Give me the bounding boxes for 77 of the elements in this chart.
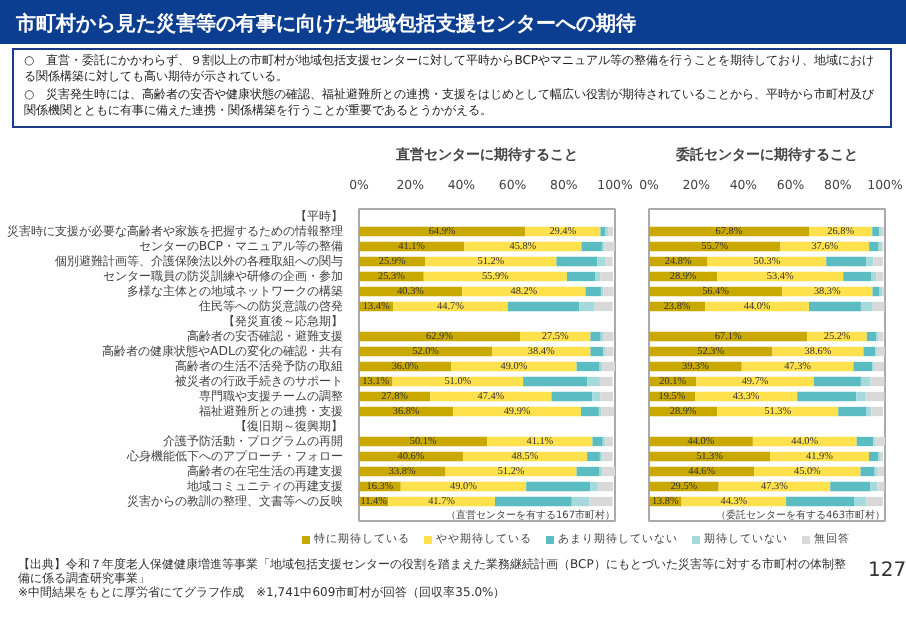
bar: [585, 286, 601, 297]
bar: [507, 301, 580, 312]
bar: [853, 361, 873, 372]
bar: [597, 481, 614, 492]
bar: [860, 466, 875, 477]
bar: [590, 346, 604, 357]
bar: [590, 481, 598, 492]
bar: [605, 256, 613, 267]
bar: [566, 271, 596, 282]
bar: [830, 481, 871, 492]
bar: [523, 376, 588, 387]
bar: [526, 481, 591, 492]
bar: [580, 406, 599, 417]
bar: [576, 466, 600, 477]
bar: [786, 496, 855, 507]
bar: [875, 436, 885, 447]
bar: [870, 481, 878, 492]
text: 127: [868, 558, 906, 586]
bar: [877, 346, 885, 357]
bar: [843, 271, 872, 282]
bar: [856, 436, 874, 447]
bar: [604, 241, 615, 252]
bar: [869, 241, 879, 252]
bar: [872, 301, 885, 312]
bar: [872, 226, 880, 237]
bar: [571, 496, 590, 507]
bar: [556, 256, 598, 267]
bar: [863, 346, 876, 357]
bar: [602, 451, 613, 462]
bar: [594, 301, 613, 312]
bar: [877, 481, 885, 492]
bar: [854, 496, 867, 507]
bar: [871, 406, 884, 417]
bar: [797, 391, 857, 402]
bar: [603, 286, 614, 297]
bar: [876, 271, 884, 282]
bar: [602, 466, 615, 477]
bar: [592, 436, 603, 447]
bar: [494, 496, 572, 507]
bar: [865, 391, 885, 402]
bar: [873, 256, 883, 267]
bar: [874, 361, 885, 372]
bar: [860, 376, 871, 387]
bar: [868, 451, 879, 462]
bar: [599, 376, 613, 387]
bar: [587, 376, 600, 387]
bar: [605, 436, 613, 447]
bar: [576, 361, 600, 372]
bar: [813, 376, 861, 387]
bar: [872, 286, 880, 297]
bar: [603, 331, 614, 342]
bar: [551, 391, 593, 402]
bar: [597, 256, 606, 267]
chart-title: 市町村から見た災害等の有事に向けた地域包括支援センターへの期待: [16, 12, 636, 40]
bar: [870, 376, 885, 387]
bar: [866, 331, 877, 342]
bar: [587, 451, 600, 462]
bar: [809, 301, 861, 312]
bar: [600, 271, 613, 282]
bar: [601, 406, 615, 417]
bar: [600, 226, 606, 237]
bar: [592, 391, 601, 402]
bar: [866, 496, 883, 507]
bar: [581, 241, 602, 252]
bar: [590, 331, 601, 342]
bar: [856, 391, 866, 402]
bar: [600, 391, 613, 402]
bar: [579, 301, 595, 312]
bar: [838, 406, 867, 417]
bar: [595, 271, 601, 282]
bar: [608, 226, 614, 237]
bar: [866, 256, 874, 267]
bar: [589, 496, 613, 507]
bar: [860, 301, 873, 312]
bar: [826, 256, 867, 267]
bar: [602, 361, 615, 372]
bar: [876, 466, 885, 477]
